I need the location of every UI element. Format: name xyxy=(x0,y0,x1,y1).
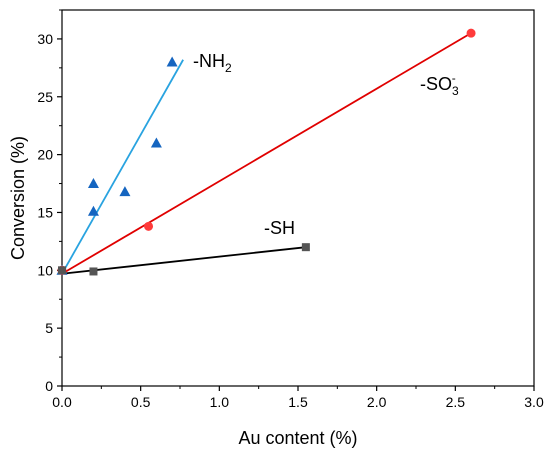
x-tick-label: 1.0 xyxy=(210,394,230,410)
plot-frame xyxy=(61,9,535,387)
data-point-1 xyxy=(466,28,476,38)
series-label-nh2: -NH2 xyxy=(193,51,232,75)
x-tick-label: 2.0 xyxy=(367,394,387,410)
y-tick-label: 0 xyxy=(45,378,53,394)
x-axis-title: Au content (%) xyxy=(238,428,357,448)
data-point-2 xyxy=(301,243,310,252)
y-tick-label: 30 xyxy=(37,31,53,47)
x-tick-label: 0.0 xyxy=(52,394,72,410)
fit-line-1 xyxy=(61,32,472,275)
series-label-sh: -SH xyxy=(264,218,295,238)
fit-line-2 xyxy=(61,246,306,275)
x-tick-label: 0.5 xyxy=(131,394,151,410)
x-tick-label: 3.0 xyxy=(524,394,544,410)
data-point-2 xyxy=(89,267,98,276)
series-label-so3: -SO3- xyxy=(420,71,459,98)
data-point-0 xyxy=(87,178,99,189)
data-point-0 xyxy=(150,137,162,148)
data-point-1 xyxy=(144,221,154,231)
data-point-2 xyxy=(58,266,66,275)
fit-lines xyxy=(61,32,472,275)
y-tick-label: 10 xyxy=(37,262,53,278)
x-tick-label: 2.5 xyxy=(446,394,466,410)
fit-line-0 xyxy=(61,59,184,275)
data-point-0 xyxy=(87,205,99,216)
data-point-0 xyxy=(166,56,178,67)
ticks-layer: 0.0 0.5 1.0 1.5 2.0 2.5 3.0 0 5 10 15 20 25 30 xyxy=(37,9,544,410)
x-tick-label: 1.5 xyxy=(288,394,308,410)
y-tick-label: 25 xyxy=(37,89,53,105)
y-axis-title: Conversion (%) xyxy=(8,136,28,260)
data-point-0 xyxy=(119,186,131,197)
y-tick-label: 5 xyxy=(45,320,53,336)
data-points xyxy=(56,28,476,276)
y-tick-label: 15 xyxy=(37,204,53,220)
y-tick-label: 20 xyxy=(37,147,53,163)
